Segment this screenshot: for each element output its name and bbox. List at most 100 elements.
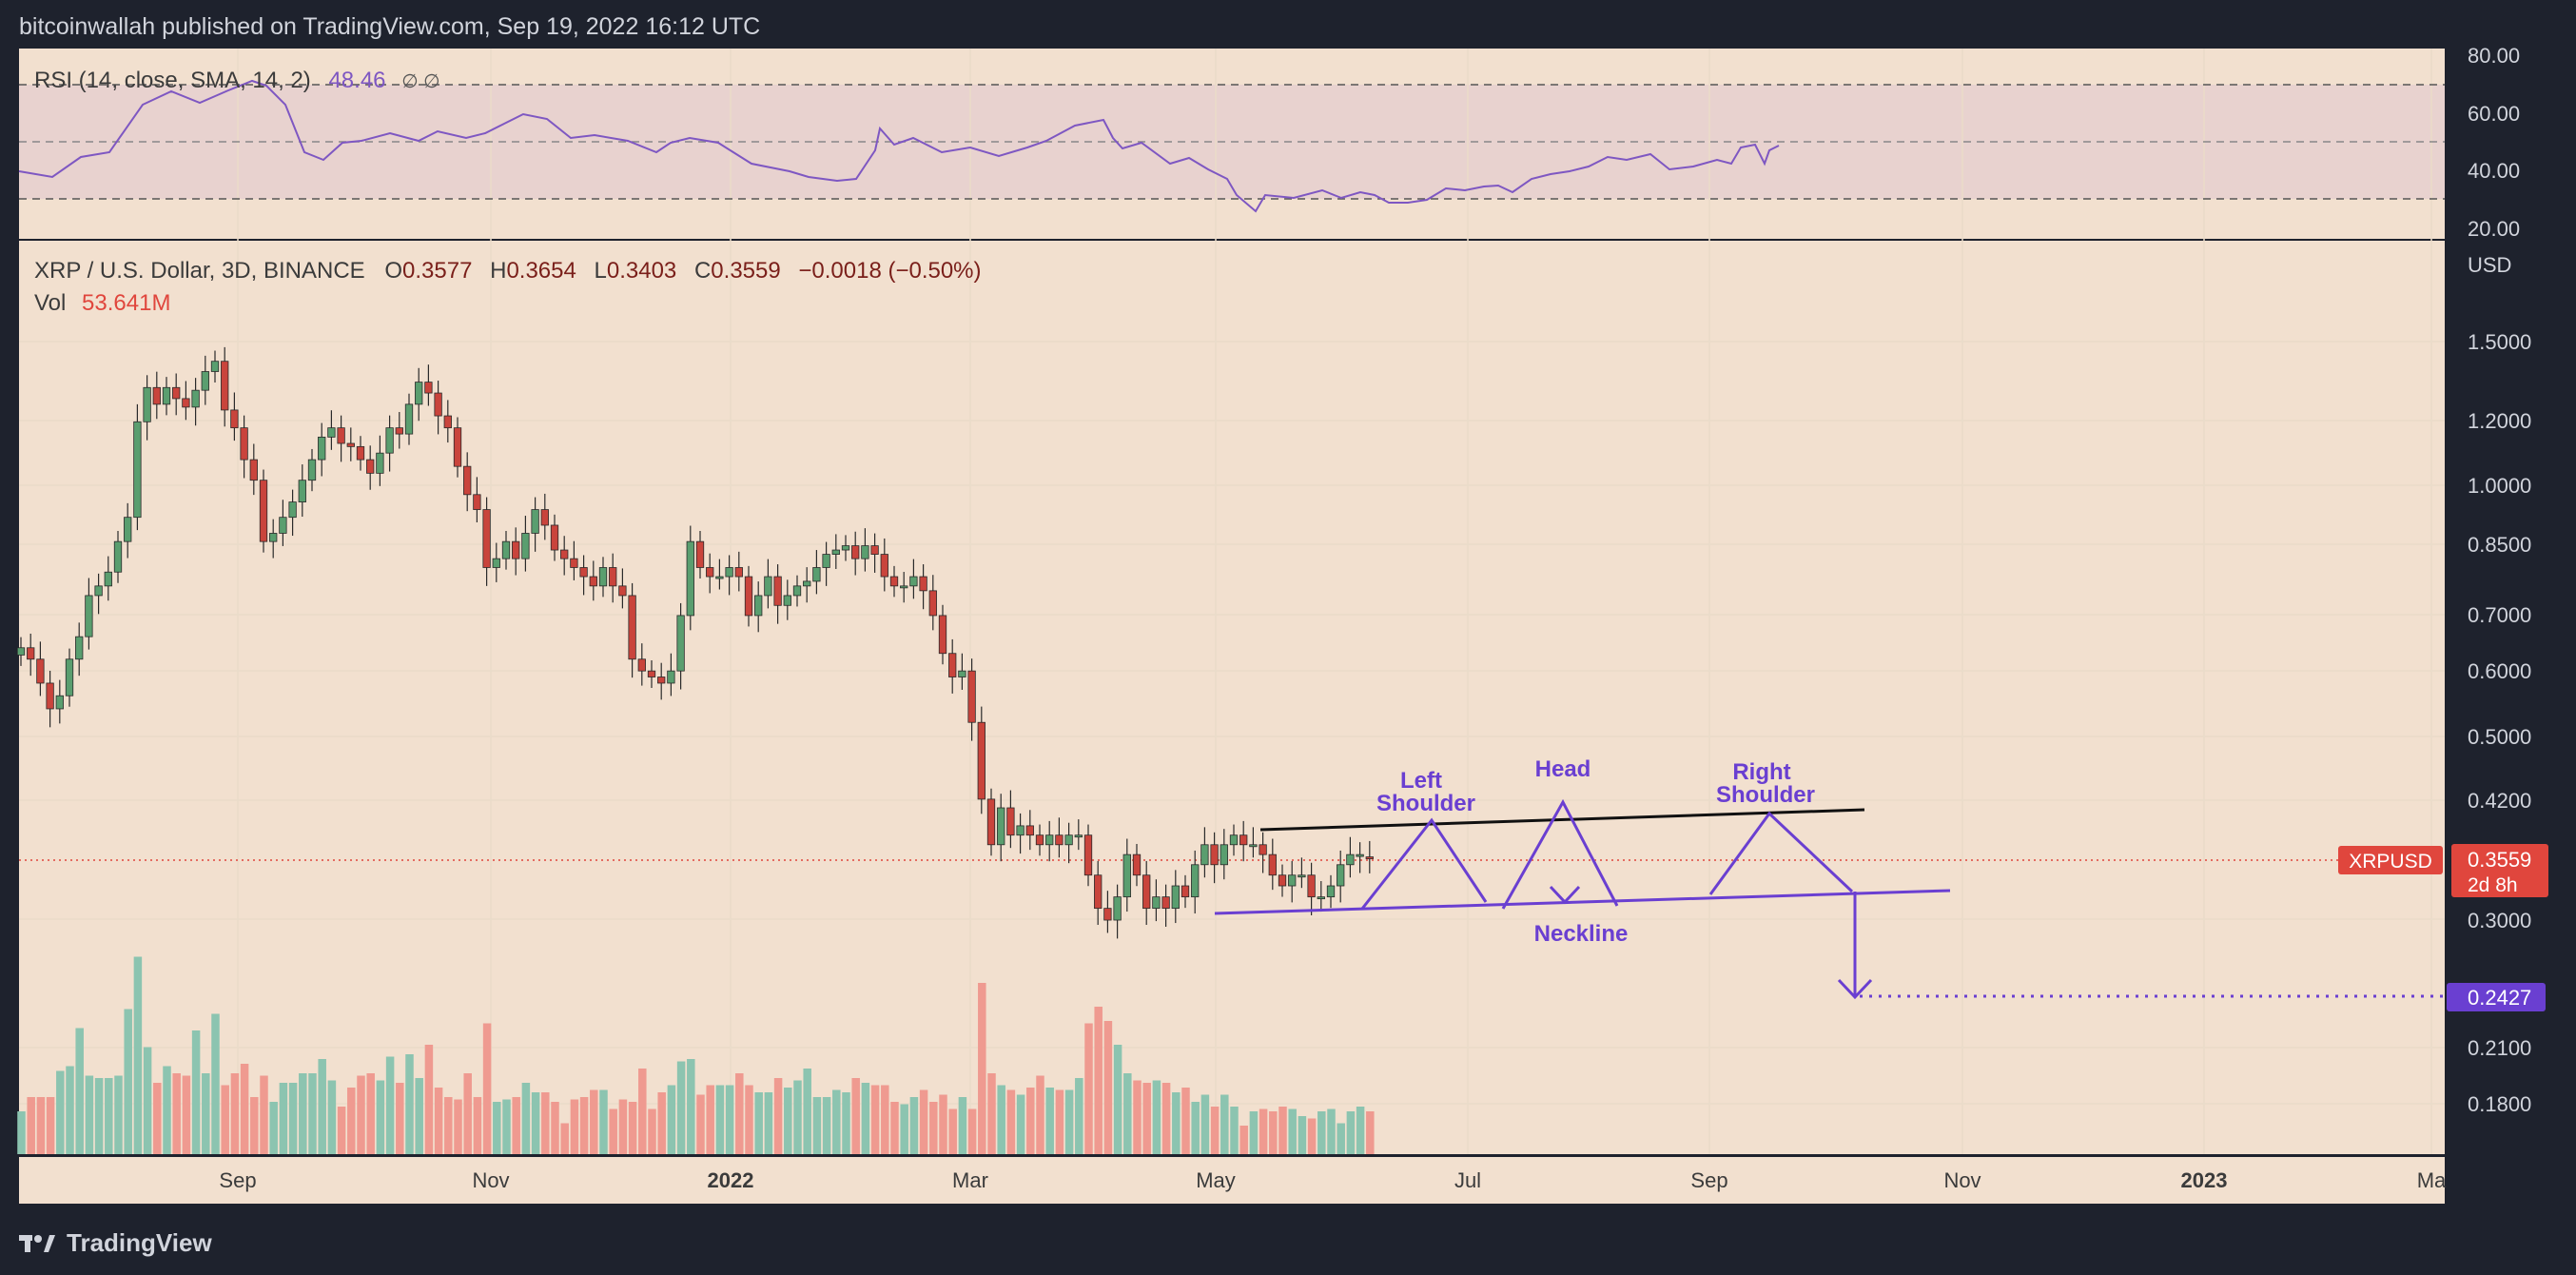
candle-body [676,615,685,672]
candle-body [307,459,317,481]
candle-body [1259,844,1267,855]
rsi-axis-label: 40.00 [2468,159,2520,183]
resistance-line [1259,808,1865,832]
rsi-axis-label: 60.00 [2468,102,2520,126]
candle-body [269,533,278,542]
volume-bar [890,1102,899,1154]
candle-body [1210,844,1219,866]
volume-bar [473,1097,482,1154]
volume-bar [337,1107,346,1154]
volume-bar [482,1023,492,1154]
candle-body [831,549,840,555]
volume-bar [909,1097,919,1154]
volume-bar [163,1066,171,1154]
candle-body [395,427,403,435]
price-axis-label: 1.5000 [2468,330,2531,354]
volume-bar [1317,1111,1326,1154]
candle-body [1094,874,1103,910]
volume-bar [260,1075,268,1154]
candle-body [948,653,957,677]
candle-body [550,524,559,551]
volume-bar [56,1070,65,1154]
pattern-annotations: Left Shoulder Head Right Shoulder Neckli… [1214,756,2445,1000]
candle-body [318,436,326,461]
candle-body [94,585,103,597]
ohlc-high-label: H [490,258,506,284]
footer: TradingView [19,1226,212,1260]
candle-body [1356,853,1364,857]
candle-body [1249,844,1258,848]
tradingview-logo-icon[interactable] [19,1231,57,1254]
candlesticks [16,346,1374,939]
time-axis-bg [19,1156,2445,1204]
rsi-axis-label: 80.00 [2468,44,2520,68]
candle-body [1055,834,1064,846]
footer-brand[interactable]: TradingView [67,1227,212,1257]
volume-bar [512,1097,520,1154]
volume-bar [1346,1111,1356,1154]
volume-bar [997,1085,1005,1154]
candle-body [1239,834,1248,846]
volume-bar [725,1085,734,1154]
candle-body [366,459,375,474]
volume-bar [715,1085,725,1154]
candle-body [1113,896,1122,921]
candle-body [1025,825,1034,836]
candle-body [609,567,617,587]
volume-bar [308,1073,317,1154]
candle-body [152,386,161,405]
volume-bar [202,1073,210,1154]
publisher-text: bitcoinwallah published on TradingView.c… [19,13,761,40]
volume-bar [1230,1107,1239,1154]
candle-body [182,398,190,408]
right-shoulder-label-line2: Shoulder [1716,782,1815,808]
candle-body [443,415,452,429]
candle-body [1132,853,1142,876]
volume-bar [376,1080,385,1154]
ohlc-close: 0.3559 [711,258,780,284]
volume-bar [861,1083,870,1154]
candle-body [657,677,666,684]
candle-body [143,386,151,422]
candle-body [230,409,239,429]
candle-body [579,567,588,578]
grid-lines [19,49,2445,1154]
volume-legend: Vol 53.641M [34,290,170,316]
price-axis-label: 1.0000 [2468,474,2531,498]
candle-body [598,567,608,587]
volume-bar [773,1078,783,1154]
volume-bar [939,1094,947,1154]
candle-body [288,501,297,519]
volume-bar [1172,1092,1181,1154]
candle-body [1365,856,1374,859]
candle-body [977,721,986,800]
volume-bar [870,1085,880,1154]
volume-bar [1123,1073,1132,1154]
volume-bar [269,1102,278,1154]
candle-body [221,361,229,411]
volume-bar [493,1102,501,1154]
rsi-guides [19,84,2445,200]
volume-bar [696,1094,705,1154]
volume-bar [114,1075,123,1154]
volume-bar [1181,1088,1190,1154]
candle-body [1064,834,1073,846]
volume-bar [1026,1088,1035,1154]
candle-body [1016,825,1025,836]
volume-bar [366,1073,375,1154]
volume-bar [1006,1089,1016,1154]
volume-bar [657,1092,666,1154]
candle-body [16,647,26,656]
volume-bar [1075,1078,1083,1154]
candle-body [434,392,442,417]
volume-legend-label: Vol [34,290,66,316]
price-legend: XRP / U.S. Dollar, 3D, BINANCE O0.3577 H… [34,258,982,284]
volume-bar [1064,1089,1074,1154]
time-axis-label: 2022 [708,1168,754,1192]
candle-body [133,421,142,519]
right-shoulder-label-line1: Right [1732,759,1790,785]
volume-bar [851,1078,860,1154]
volume-bar [560,1123,569,1154]
volume-bar [153,1083,162,1154]
